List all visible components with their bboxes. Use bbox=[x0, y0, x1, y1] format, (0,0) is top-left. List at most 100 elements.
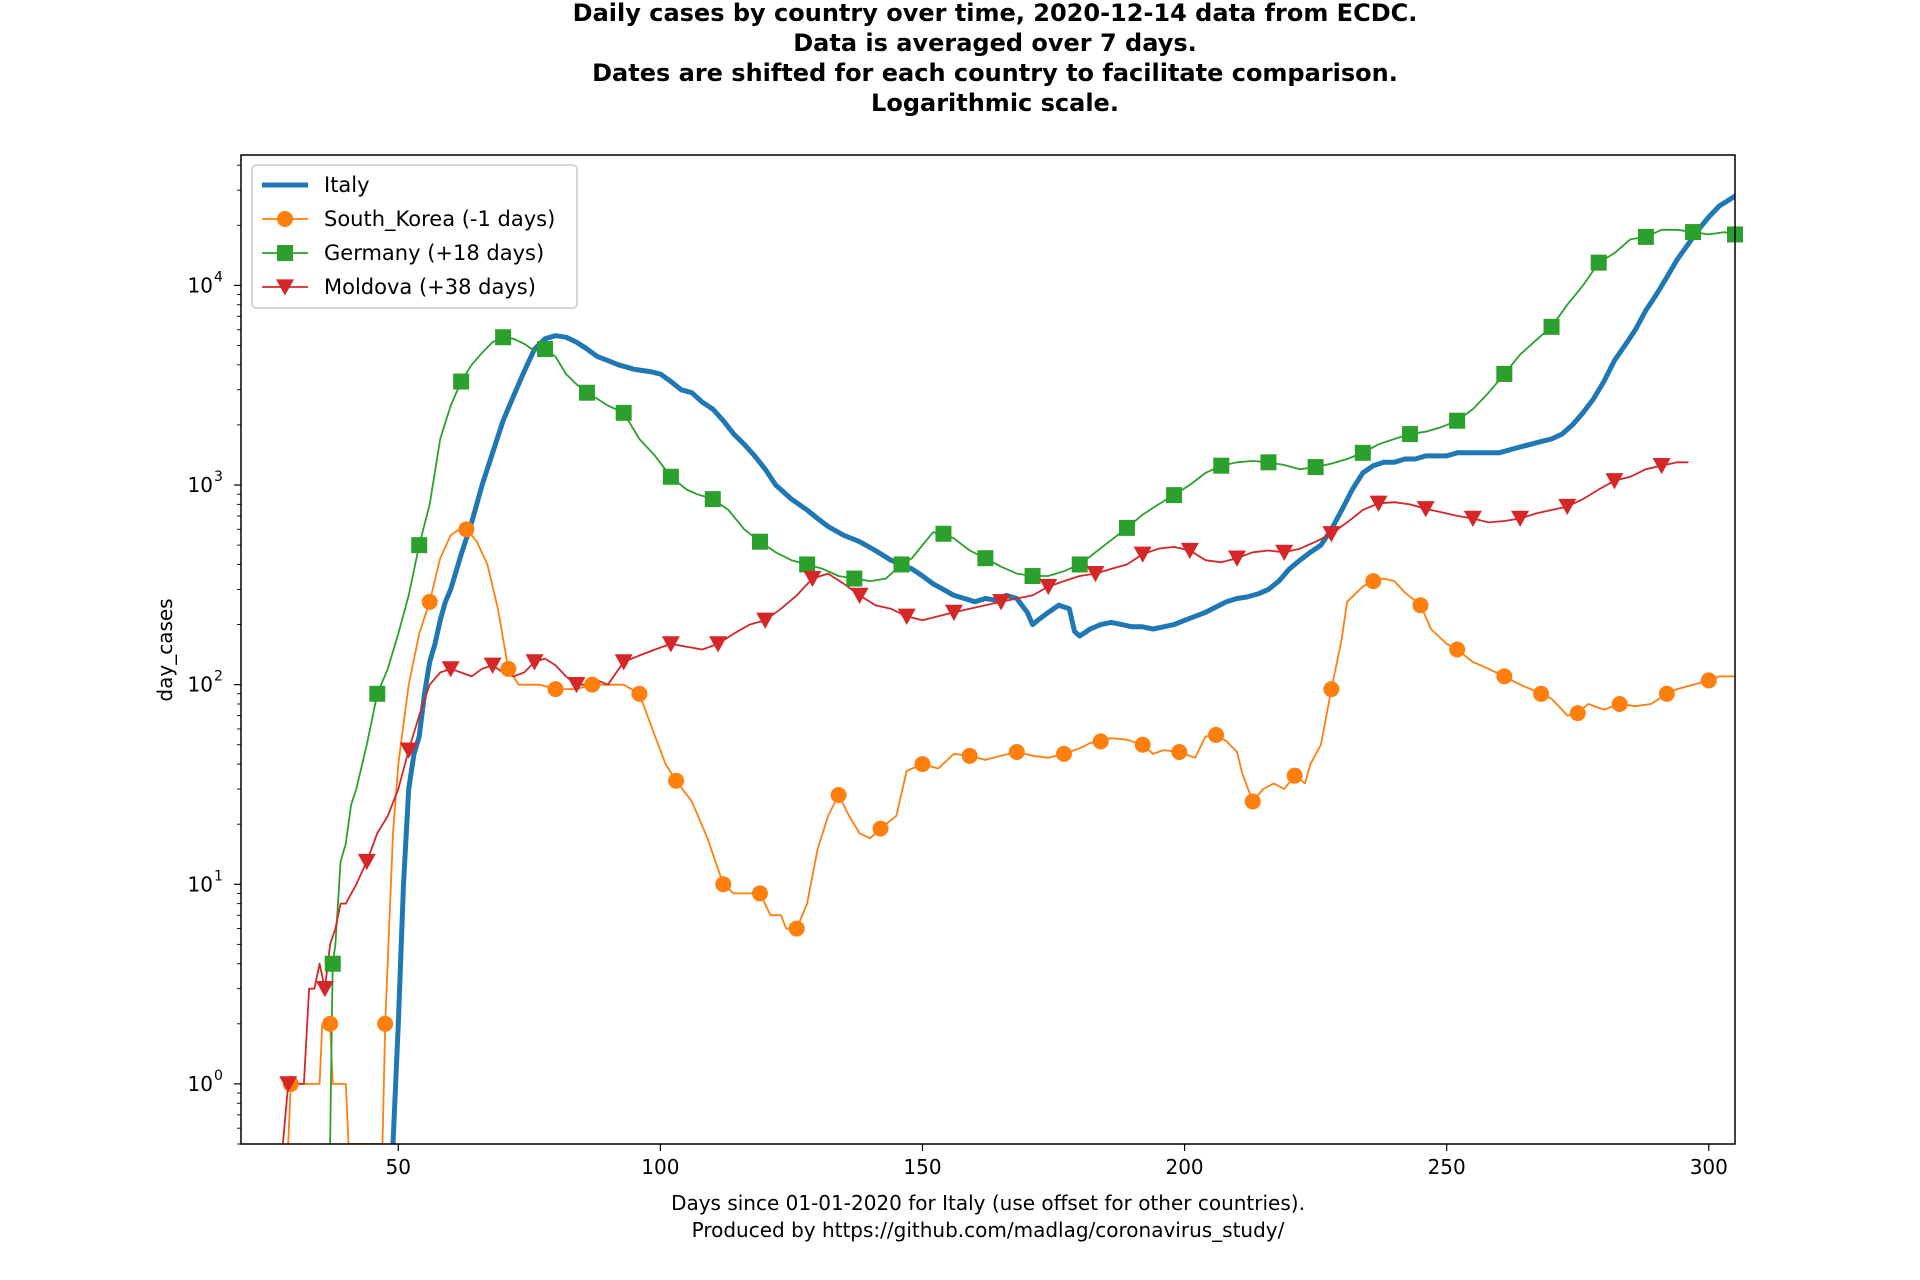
marker-layer bbox=[279, 224, 1743, 1093]
y-tick-label: 10 bbox=[188, 273, 213, 297]
series-4-point bbox=[279, 1076, 298, 1093]
series-3-point bbox=[537, 341, 554, 358]
series-2-point bbox=[751, 885, 768, 902]
series-4-point bbox=[709, 636, 728, 653]
series-2-point bbox=[1365, 573, 1382, 590]
series-4-point bbox=[850, 587, 869, 604]
series-3-point bbox=[1401, 426, 1418, 443]
series-3-point bbox=[1118, 519, 1135, 536]
series-2-point bbox=[1286, 767, 1303, 784]
series-3-point bbox=[799, 556, 816, 573]
series-layer bbox=[282, 193, 1735, 1144]
series-3-point bbox=[1071, 556, 1088, 573]
series-2-point bbox=[715, 876, 732, 893]
series-4-point bbox=[803, 570, 822, 588]
series-2-point bbox=[631, 685, 648, 702]
series-4-point bbox=[1228, 550, 1246, 567]
y-tick-exponent: 1 bbox=[214, 868, 223, 884]
series-2-point bbox=[584, 676, 601, 693]
legend-box bbox=[251, 164, 578, 309]
series-2-point bbox=[668, 772, 685, 789]
x-tick-label: 200 bbox=[1165, 1155, 1203, 1179]
series-4-point bbox=[441, 661, 460, 678]
series-3-point bbox=[411, 537, 428, 554]
legend-marker-4 bbox=[276, 279, 294, 296]
series-2-point bbox=[872, 820, 889, 837]
x-axis: 50 100 150 200 250 300 bbox=[386, 1144, 1728, 1179]
x-tick-label: 100 bbox=[641, 1155, 679, 1179]
series-3-point bbox=[977, 550, 994, 567]
series-3-point bbox=[369, 685, 386, 702]
series-3-point bbox=[1543, 318, 1560, 335]
series-4-point bbox=[1511, 510, 1530, 528]
series-4-point bbox=[1322, 526, 1341, 543]
series-4-point bbox=[1605, 473, 1624, 490]
series-2-point bbox=[961, 747, 978, 764]
series-line-2 bbox=[287, 527, 1735, 1144]
y-tick-label: 10 bbox=[188, 473, 213, 497]
series-2-point bbox=[1244, 793, 1261, 810]
series-4-point bbox=[1039, 578, 1058, 596]
series-4-point bbox=[1275, 544, 1294, 561]
series-2-point bbox=[1092, 733, 1109, 750]
series-4-point bbox=[1463, 510, 1482, 528]
series-2-point bbox=[788, 920, 805, 937]
y-tick-exponent: 3 bbox=[214, 469, 223, 485]
series-3-point bbox=[1354, 444, 1371, 461]
series-2-point bbox=[1056, 745, 1073, 762]
y-tick-label: 10 bbox=[188, 1072, 213, 1096]
x-axis-label-line-1: Days since 01-01-2020 for Italy (use off… bbox=[671, 1191, 1305, 1215]
series-3-point bbox=[1590, 254, 1607, 271]
chart-title-line-2: Data is averaged over 7 days. bbox=[793, 29, 1197, 57]
series-2-point bbox=[1208, 726, 1225, 743]
chart-title-line-4: Logarithmic scale. bbox=[871, 89, 1119, 117]
series-2-point bbox=[1134, 736, 1151, 753]
legend-label-3: Germany (+18 days) bbox=[324, 241, 544, 265]
series-2-point bbox=[322, 1015, 339, 1032]
series-2-point bbox=[1412, 597, 1429, 614]
y-tick-label: 10 bbox=[188, 673, 213, 697]
y-tick-exponent: 2 bbox=[214, 669, 223, 685]
series-3-point bbox=[324, 955, 341, 972]
series-3-point bbox=[615, 404, 632, 421]
series-2-point bbox=[1323, 681, 1340, 698]
series-3-point bbox=[1024, 568, 1041, 585]
series-4-point bbox=[992, 594, 1011, 611]
series-4-point bbox=[1416, 501, 1435, 518]
series-2-point bbox=[1533, 685, 1550, 702]
series-4-point bbox=[661, 636, 680, 653]
x-tick-label: 150 bbox=[903, 1155, 941, 1179]
legend-marker-2 bbox=[277, 211, 293, 227]
y-tick-exponent: 4 bbox=[214, 269, 223, 285]
series-4-point bbox=[357, 853, 376, 871]
series-3-point bbox=[1496, 365, 1513, 382]
series-2-point bbox=[1611, 695, 1628, 712]
series-4-point bbox=[1652, 458, 1671, 475]
series-4-point bbox=[1369, 495, 1388, 512]
series-2-point bbox=[458, 521, 475, 538]
series-2-point bbox=[1569, 705, 1586, 722]
legend-marker-3 bbox=[277, 245, 293, 261]
series-4-point bbox=[944, 604, 963, 621]
series-3-point bbox=[1685, 224, 1702, 241]
series-2-point bbox=[830, 787, 847, 804]
series-2-point bbox=[1171, 743, 1188, 760]
series-3-point bbox=[578, 384, 595, 401]
series-3-point bbox=[751, 533, 768, 550]
legend: Italy South_Korea (-1 days) Germany (+18 d… bbox=[251, 164, 578, 309]
series-2-point bbox=[1496, 668, 1513, 685]
x-tick-label: 250 bbox=[1428, 1155, 1466, 1179]
series-2-point bbox=[1449, 641, 1466, 658]
series-3-point bbox=[704, 491, 721, 508]
chart-title: Daily cases by country over time, 2020-1… bbox=[573, 0, 1418, 117]
series-2-point bbox=[914, 756, 931, 773]
series-3-point bbox=[495, 329, 512, 346]
series-3-point bbox=[453, 373, 470, 390]
series-line-3 bbox=[329, 228, 1735, 1144]
series-4-point bbox=[1180, 542, 1199, 560]
series-2-point bbox=[1008, 743, 1025, 760]
x-axis-label-line-2: Produced by https://github.com/madlag/co… bbox=[692, 1218, 1285, 1242]
legend-entries: Italy South_Korea (-1 days) Germany (+18 d… bbox=[262, 173, 555, 299]
